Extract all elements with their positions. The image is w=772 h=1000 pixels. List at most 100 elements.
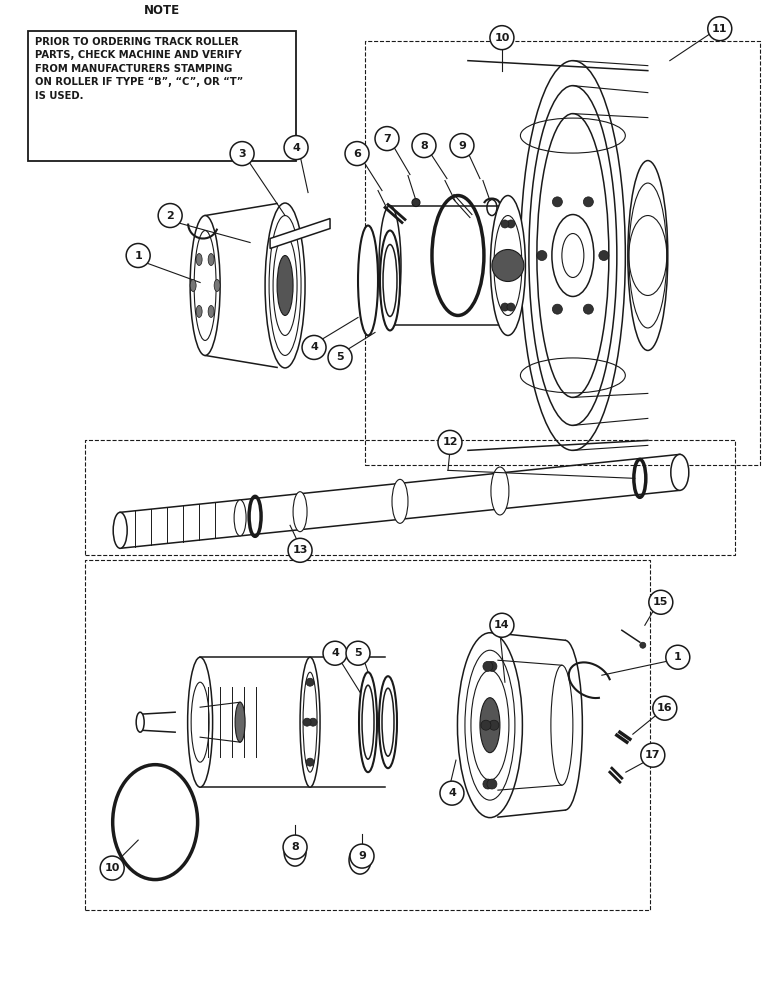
Circle shape bbox=[302, 335, 326, 359]
Circle shape bbox=[490, 26, 514, 50]
Ellipse shape bbox=[362, 685, 374, 759]
Ellipse shape bbox=[379, 206, 401, 325]
Text: 12: 12 bbox=[442, 437, 458, 447]
Ellipse shape bbox=[392, 479, 408, 523]
Circle shape bbox=[450, 134, 474, 158]
Circle shape bbox=[492, 250, 524, 281]
Text: 6: 6 bbox=[353, 149, 361, 159]
Text: 10: 10 bbox=[104, 863, 120, 873]
Circle shape bbox=[346, 641, 370, 665]
Ellipse shape bbox=[234, 500, 246, 536]
Ellipse shape bbox=[552, 215, 594, 296]
Text: 5: 5 bbox=[354, 648, 362, 658]
Circle shape bbox=[328, 345, 352, 369]
Circle shape bbox=[483, 779, 493, 789]
Ellipse shape bbox=[277, 256, 293, 315]
Ellipse shape bbox=[196, 305, 202, 317]
Text: 5: 5 bbox=[337, 352, 344, 362]
Text: 10: 10 bbox=[494, 33, 510, 43]
Ellipse shape bbox=[208, 254, 214, 266]
Ellipse shape bbox=[293, 492, 307, 532]
Text: 15: 15 bbox=[653, 597, 669, 607]
Ellipse shape bbox=[491, 467, 509, 515]
Ellipse shape bbox=[382, 688, 394, 756]
Ellipse shape bbox=[190, 216, 220, 355]
Ellipse shape bbox=[265, 203, 305, 368]
Ellipse shape bbox=[628, 161, 668, 350]
Ellipse shape bbox=[300, 657, 320, 787]
Ellipse shape bbox=[490, 196, 526, 335]
Ellipse shape bbox=[562, 234, 584, 277]
Text: 3: 3 bbox=[239, 149, 246, 159]
Text: NOTE: NOTE bbox=[144, 4, 180, 17]
Ellipse shape bbox=[196, 254, 202, 266]
Circle shape bbox=[100, 856, 124, 880]
Circle shape bbox=[489, 720, 499, 730]
Circle shape bbox=[599, 251, 609, 261]
Circle shape bbox=[501, 303, 509, 311]
Circle shape bbox=[306, 678, 314, 686]
Ellipse shape bbox=[188, 657, 212, 787]
Text: 8: 8 bbox=[420, 141, 428, 151]
Ellipse shape bbox=[208, 305, 214, 317]
Circle shape bbox=[303, 718, 311, 726]
Circle shape bbox=[490, 613, 514, 637]
Circle shape bbox=[345, 142, 369, 166]
Ellipse shape bbox=[383, 245, 397, 316]
Circle shape bbox=[412, 134, 436, 158]
Ellipse shape bbox=[480, 698, 500, 753]
Circle shape bbox=[501, 220, 509, 228]
Text: 17: 17 bbox=[645, 750, 661, 760]
Circle shape bbox=[648, 590, 673, 614]
Text: 9: 9 bbox=[358, 851, 366, 861]
Text: 16: 16 bbox=[657, 703, 672, 713]
Ellipse shape bbox=[235, 702, 245, 742]
Circle shape bbox=[284, 136, 308, 160]
Circle shape bbox=[641, 743, 665, 767]
Circle shape bbox=[126, 244, 151, 267]
Ellipse shape bbox=[190, 279, 196, 291]
Text: 7: 7 bbox=[383, 134, 391, 144]
Circle shape bbox=[375, 127, 399, 151]
Circle shape bbox=[553, 197, 562, 207]
Text: 1: 1 bbox=[674, 652, 682, 662]
Circle shape bbox=[708, 17, 732, 41]
Circle shape bbox=[438, 430, 462, 454]
Circle shape bbox=[507, 220, 515, 228]
Circle shape bbox=[653, 696, 677, 720]
Ellipse shape bbox=[379, 676, 397, 768]
Text: 4: 4 bbox=[448, 788, 456, 798]
Circle shape bbox=[487, 779, 497, 789]
Circle shape bbox=[483, 661, 493, 671]
Circle shape bbox=[640, 642, 646, 648]
Ellipse shape bbox=[458, 633, 523, 818]
Text: 4: 4 bbox=[310, 342, 318, 352]
Circle shape bbox=[510, 262, 518, 269]
Circle shape bbox=[309, 718, 317, 726]
Circle shape bbox=[440, 781, 464, 805]
Circle shape bbox=[584, 304, 594, 314]
Circle shape bbox=[487, 661, 497, 671]
Circle shape bbox=[553, 304, 562, 314]
Text: 2: 2 bbox=[166, 211, 174, 221]
Circle shape bbox=[665, 645, 690, 669]
Circle shape bbox=[537, 251, 547, 261]
Ellipse shape bbox=[671, 454, 689, 490]
Text: 4: 4 bbox=[331, 648, 339, 658]
Ellipse shape bbox=[380, 231, 400, 330]
FancyBboxPatch shape bbox=[29, 31, 296, 161]
Circle shape bbox=[230, 142, 254, 166]
Circle shape bbox=[481, 720, 491, 730]
Ellipse shape bbox=[214, 279, 220, 291]
Circle shape bbox=[507, 303, 515, 311]
Text: 13: 13 bbox=[293, 545, 308, 555]
Text: 4: 4 bbox=[292, 143, 300, 153]
Circle shape bbox=[288, 538, 312, 562]
Text: 1: 1 bbox=[134, 251, 142, 261]
Circle shape bbox=[323, 641, 347, 665]
Ellipse shape bbox=[358, 226, 378, 335]
Text: 9: 9 bbox=[458, 141, 466, 151]
Circle shape bbox=[283, 835, 307, 859]
Text: 14: 14 bbox=[494, 620, 510, 630]
Text: PRIOR TO ORDERING TRACK ROLLER
PARTS, CHECK MACHINE AND VERIFY
FROM MANUFACTURER: PRIOR TO ORDERING TRACK ROLLER PARTS, CH… bbox=[36, 37, 243, 101]
